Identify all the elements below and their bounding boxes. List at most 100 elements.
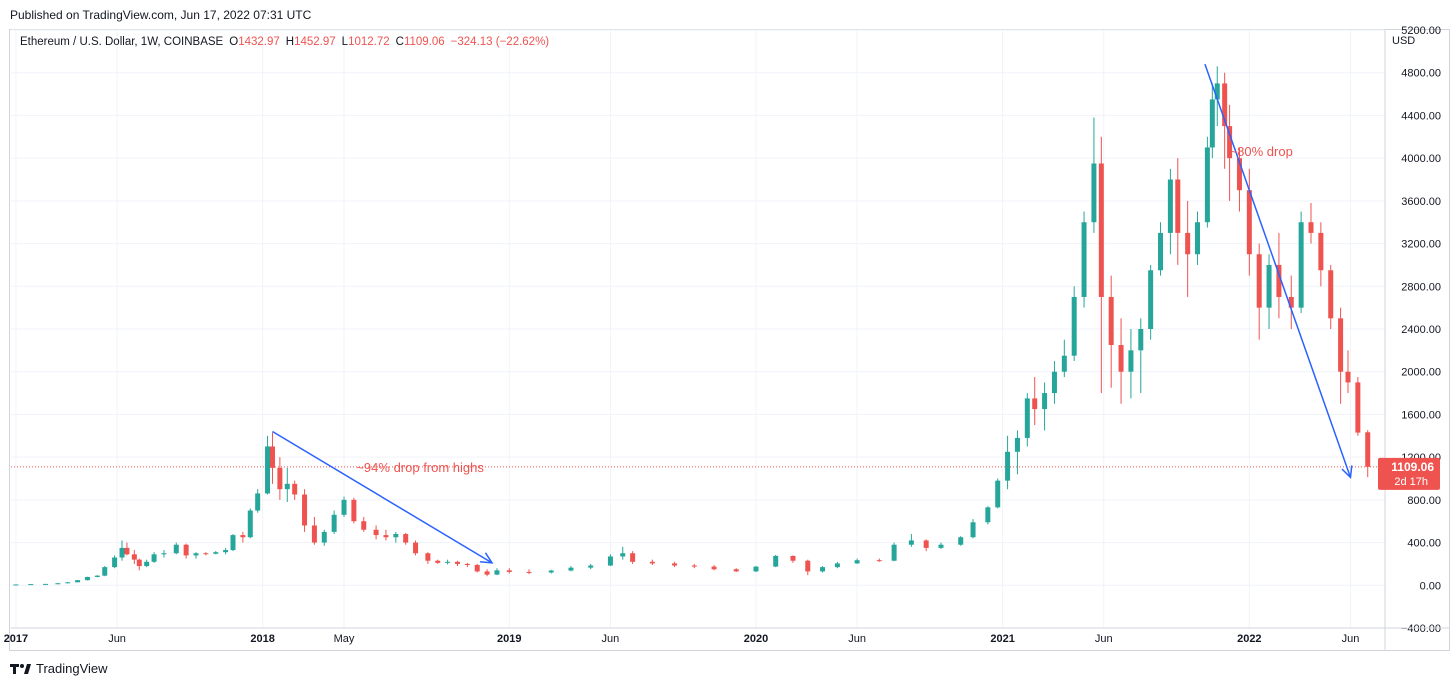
bar-countdown: 2d 17h	[1394, 476, 1428, 488]
candle-body	[1148, 270, 1154, 329]
candle-body	[1345, 371, 1351, 383]
candle-body	[1014, 437, 1020, 452]
candle-body	[425, 553, 431, 561]
candle-body	[131, 554, 137, 560]
candle-body	[43, 583, 49, 585]
candle-body	[284, 483, 290, 490]
candle-body	[1338, 318, 1344, 372]
candle-body	[484, 571, 490, 575]
x-tick-label: 2021	[990, 633, 1014, 645]
candle-body	[1328, 270, 1334, 319]
candle-body	[240, 535, 246, 538]
candle-body	[985, 507, 991, 523]
candle-body	[55, 583, 61, 585]
x-tick-label: 2018	[250, 633, 274, 645]
candle-body	[1167, 179, 1173, 233]
candle-body	[247, 510, 253, 538]
candle-body	[854, 560, 860, 564]
open-value: 1432.97	[238, 36, 280, 48]
candle-body	[144, 561, 150, 567]
candle-body	[733, 569, 739, 572]
candle-body	[938, 544, 944, 548]
candle-body	[124, 547, 130, 555]
candle-body	[876, 560, 882, 562]
candle-body	[1365, 432, 1371, 467]
x-tick-label: 2020	[744, 633, 768, 645]
candle-body	[1091, 163, 1097, 223]
close-label: C	[395, 36, 404, 48]
y-tick-label: 1600.00	[1401, 409, 1441, 421]
brand-name: TradingView	[36, 661, 108, 676]
y-tick-label: 2400.00	[1401, 324, 1441, 336]
last-price-tag	[1378, 457, 1440, 490]
candle-body	[1246, 190, 1252, 255]
candle-body	[1227, 126, 1233, 159]
y-tick-label: 3200.00	[1401, 239, 1441, 251]
candle-body	[834, 563, 840, 568]
candle-body	[711, 566, 717, 570]
candle-body	[1061, 355, 1067, 372]
candle-body	[13, 584, 19, 586]
x-tick-label: Jun	[1342, 633, 1360, 645]
low-label: L	[341, 36, 349, 48]
change-value: −324.13 (−22.62%)	[450, 36, 550, 48]
candle-body	[588, 565, 594, 568]
x-tick-label: 2017	[4, 633, 28, 645]
candle-body	[1266, 264, 1272, 308]
candle-body	[136, 559, 142, 567]
currency-label: USD	[1392, 35, 1415, 47]
candle-body	[1175, 179, 1181, 233]
candle-body	[302, 494, 308, 526]
candle-body	[1081, 222, 1087, 297]
candle-body	[112, 557, 118, 568]
y-tick-label: 0.00	[1420, 580, 1441, 592]
candle-body	[1204, 147, 1210, 223]
candle-body	[230, 535, 236, 551]
candle-body	[341, 499, 347, 515]
candle-body	[1158, 232, 1164, 271]
candle-body	[805, 560, 811, 572]
candle-body	[373, 529, 379, 536]
symbol-title[interactable]: Ethereum / U.S. Dollar, 1W, COINBASE	[20, 36, 224, 48]
candle-body	[995, 480, 1001, 508]
candle-body	[891, 544, 897, 561]
x-tick-label: May	[334, 633, 355, 645]
trend-arrow-line	[1204, 63, 1352, 478]
x-tick-label: Jun	[602, 633, 620, 645]
y-tick-label: 5200.00	[1401, 25, 1441, 37]
candle-body	[970, 522, 976, 538]
candle-body	[1032, 398, 1038, 410]
candle-body	[213, 552, 219, 554]
y-tick-label: −400.00	[1401, 623, 1441, 635]
y-tick-label: 400.00	[1407, 538, 1441, 550]
tradingview-brand[interactable]: TradingView	[10, 661, 108, 676]
candle-body	[361, 521, 367, 530]
candle-body	[255, 493, 261, 511]
trend-arrow-line	[272, 430, 493, 564]
y-tick-label: 4400.00	[1401, 110, 1441, 122]
candle-body	[413, 542, 419, 554]
candle-body	[607, 556, 613, 566]
candle-body	[1098, 163, 1104, 297]
candle-body	[1308, 222, 1314, 233]
candle-body	[203, 553, 209, 555]
tradingview-logo-icon	[10, 663, 31, 674]
candle-body	[1005, 451, 1011, 481]
annotation-text: ~94% drop from highs	[356, 460, 484, 475]
candle-body	[223, 550, 229, 553]
candle-body	[1042, 393, 1048, 410]
high-value: 1452.97	[294, 36, 336, 48]
candle-body	[1276, 264, 1282, 297]
candle-body	[753, 566, 759, 572]
candle-body	[393, 534, 399, 538]
candle-body	[908, 540, 914, 545]
candle-body	[1108, 296, 1114, 346]
candle-body	[1256, 254, 1262, 308]
candle-body	[568, 567, 574, 571]
candle-body	[383, 535, 389, 538]
candle-body	[548, 570, 554, 573]
candle-body	[620, 553, 626, 557]
candle-body	[1118, 345, 1124, 372]
candle-body	[474, 564, 480, 572]
